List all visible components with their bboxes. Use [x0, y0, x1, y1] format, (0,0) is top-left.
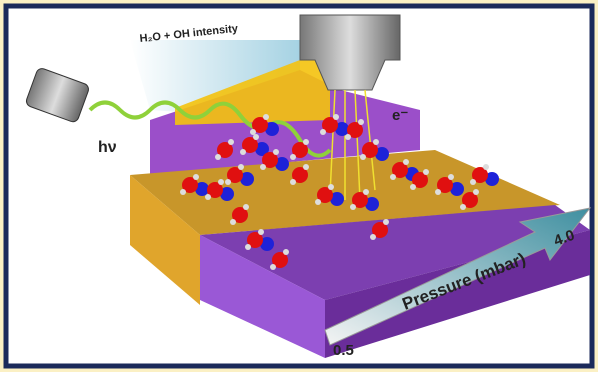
atom: [345, 134, 351, 140]
atom: [273, 149, 279, 155]
atom: [243, 204, 249, 210]
atom: [448, 174, 454, 180]
atom: [460, 204, 466, 210]
atom: [215, 154, 221, 160]
atom: [333, 114, 339, 120]
atom: [245, 244, 251, 250]
atom: [483, 164, 489, 170]
atom: [290, 154, 296, 160]
atom: [435, 189, 441, 195]
atom: [315, 199, 321, 205]
atom: [370, 234, 376, 240]
atom: [260, 164, 266, 170]
atom: [240, 149, 246, 155]
atom: [238, 164, 244, 170]
atom: [270, 264, 276, 270]
atom: [383, 219, 389, 225]
atom: [180, 189, 186, 195]
atom: [230, 219, 236, 225]
atom: [258, 229, 264, 235]
photon-label: hν: [98, 139, 117, 156]
atom: [303, 164, 309, 170]
atom: [228, 139, 234, 145]
atom: [373, 139, 379, 145]
atom: [410, 184, 416, 190]
atom: [253, 134, 259, 140]
atom: [283, 249, 289, 255]
atom: [218, 179, 224, 185]
illustration: H₂O + OH intensity hν e⁻ Pressure (mbar)…: [0, 0, 598, 372]
electron-label: e⁻: [392, 107, 408, 124]
atom: [250, 129, 256, 135]
atom: [320, 129, 326, 135]
atom: [205, 194, 211, 200]
atom: [360, 154, 366, 160]
atom: [350, 204, 356, 210]
pressure-low: 0.5: [333, 342, 354, 359]
atom: [290, 179, 296, 185]
atom: [328, 184, 334, 190]
atom: [403, 159, 409, 165]
atom: [390, 174, 396, 180]
atom: [263, 114, 269, 120]
atom: [193, 174, 199, 180]
atom: [473, 189, 479, 195]
atom: [423, 169, 429, 175]
atom: [358, 119, 364, 125]
atom: [363, 189, 369, 195]
atom: [303, 139, 309, 145]
atom: [470, 179, 476, 185]
atom: [225, 179, 231, 185]
